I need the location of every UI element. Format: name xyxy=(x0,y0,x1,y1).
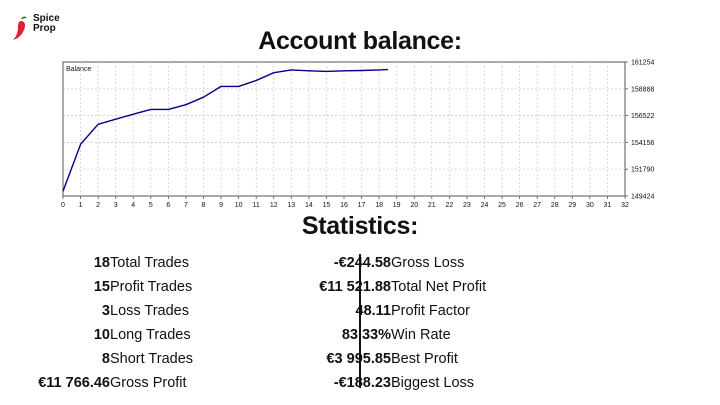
page-title: Account balance: xyxy=(258,27,462,55)
stat-value: 15 xyxy=(93,279,110,295)
stat-value: -€188.23 xyxy=(333,375,391,391)
x-tick-label: 15 xyxy=(323,202,331,209)
balance-chart: Balance 0 1 2 3 4 5 6 7 8 9 10 11 12 13 14 15 16 17 18 19 20… xyxy=(61,60,654,210)
x-tick-label: 10 xyxy=(235,202,243,209)
x-tick-label: 13 xyxy=(287,202,295,209)
stat-value: 10 xyxy=(93,327,110,343)
stat-value: 18 xyxy=(93,255,110,271)
x-tick-label: 14 xyxy=(305,202,313,209)
stat-label: Total Net Profit xyxy=(391,279,487,295)
stat-value: €11 521.88 xyxy=(319,279,391,295)
stat-value: 8 xyxy=(101,351,110,367)
stat-label: Biggest Loss xyxy=(391,375,475,391)
x-tick-label: 12 xyxy=(270,202,278,209)
x-tick-label: 20 xyxy=(410,202,418,209)
x-tick-label: 8 xyxy=(202,202,206,209)
y-tick-label: 156522 xyxy=(631,113,654,120)
x-tick-label: 23 xyxy=(463,202,471,209)
stat-value: 3 xyxy=(101,303,110,319)
stat-label: Loss Trades xyxy=(110,303,189,319)
x-tick-label: 0 xyxy=(61,202,65,209)
logo-line-2: Prop xyxy=(33,23,56,34)
x-tick-label: 19 xyxy=(393,202,401,209)
y-tick-label: 154156 xyxy=(631,140,654,147)
chart-axes: 0 1 2 3 4 5 6 7 8 9 10 11 12 13 14 15 16 17 18 19 20 21 22 23 24… xyxy=(61,60,654,210)
x-tick-label: 21 xyxy=(428,202,436,209)
x-tick-label: 1 xyxy=(79,202,83,209)
stat-value: 83.33% xyxy=(341,327,391,343)
chili-pepper-icon xyxy=(13,16,27,40)
stat-value: -€244.58 xyxy=(333,255,391,271)
stat-label: Short Trades xyxy=(110,351,194,367)
x-tick-label: 32 xyxy=(621,202,629,209)
y-tick-label: 158888 xyxy=(631,86,654,93)
stat-value: €3 995.85 xyxy=(326,351,391,367)
stat-label: Profit Factor xyxy=(391,303,470,319)
y-tick-label: 151790 xyxy=(631,167,654,174)
y-tick-label: 149424 xyxy=(631,194,654,201)
x-tick-label: 3 xyxy=(114,202,118,209)
stat-label: Total Trades xyxy=(110,255,189,271)
stat-label: Gross Loss xyxy=(391,255,465,271)
x-tick-label: 16 xyxy=(340,202,348,209)
x-tick-label: 6 xyxy=(166,202,170,209)
x-tick-label: 29 xyxy=(568,202,576,209)
chart-frame xyxy=(62,61,626,197)
chart-title: Balance xyxy=(66,66,91,73)
logo-line-1: Spice xyxy=(33,13,60,24)
x-tick-label: 24 xyxy=(481,202,489,209)
y-tick-label: 161254 xyxy=(631,60,654,67)
x-tick-label: 31 xyxy=(604,202,612,209)
x-tick-label: 30 xyxy=(586,202,594,209)
chart-grid xyxy=(63,62,625,196)
x-tick-label: 22 xyxy=(445,202,453,209)
x-tick-label: 7 xyxy=(184,202,188,209)
stat-value: €11 766.46 xyxy=(38,375,110,391)
x-tick-label: 9 xyxy=(219,202,223,209)
x-tick-label: 27 xyxy=(533,202,541,209)
stat-label: Best Profit xyxy=(391,351,458,367)
balance-line xyxy=(62,68,388,192)
stat-label: Gross Profit xyxy=(110,375,187,391)
x-tick-label: 17 xyxy=(358,202,366,209)
stat-label: Long Trades xyxy=(110,327,191,343)
x-tick-label: 4 xyxy=(131,202,135,209)
x-tick-label: 5 xyxy=(149,202,153,209)
x-tick-label: 18 xyxy=(375,202,383,209)
statistics-divider xyxy=(359,254,361,388)
x-tick-label: 2 xyxy=(96,202,100,209)
stat-label: Win Rate xyxy=(391,327,451,343)
x-tick-label: 11 xyxy=(253,202,260,209)
stat-label: Profit Trades xyxy=(110,279,193,295)
spice-prop-logo: Spice Prop xyxy=(11,14,81,44)
chart-series xyxy=(62,68,388,192)
stat-value: 48.11 xyxy=(355,303,392,319)
x-tick-label: 28 xyxy=(551,202,559,209)
x-tick-label: 26 xyxy=(516,202,524,209)
x-tick-label: 25 xyxy=(498,202,506,209)
statistics-title: Statistics: xyxy=(301,212,419,240)
